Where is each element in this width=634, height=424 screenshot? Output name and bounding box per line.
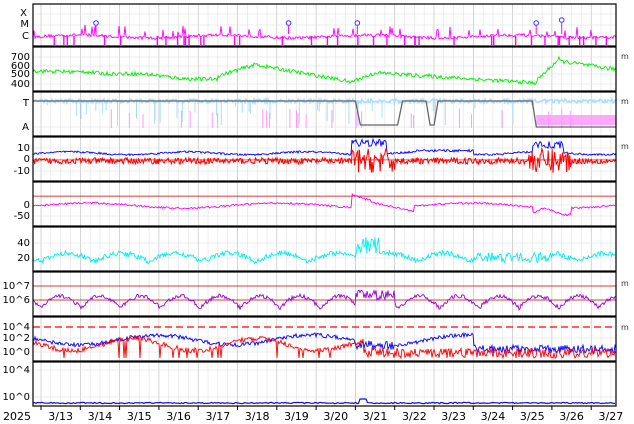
x-date-label-3-21: 3/21 [363,410,388,423]
x-date-label-3-13: 3/13 [48,410,73,423]
polarity-tick-A: A [22,122,29,133]
x-date-label-3-23: 3/23 [441,410,466,423]
density-tick-20: 20 [17,253,30,264]
xray-flux-line [32,24,617,41]
x-date-label-3-27: 3/27 [598,410,623,423]
solar-wind-speed-line [32,55,617,86]
speed-tick-700: 700 [11,52,30,63]
hep-tick-1e4: 10^4 [3,365,30,376]
imf-tick-0: 0 [24,154,30,165]
dst-tick-minus50: -50 [14,211,30,222]
flare-event-marker [93,20,99,26]
polarity-model-line [33,100,616,128]
x-year-label: 2025 [3,410,31,423]
right-marker-proton: m [621,323,629,332]
panel-frame-8 [32,361,617,407]
x-axis: 2025 3/13 3/14 3/15 3/16 3/17 3/18 3/19 3/20 3/2… [3,410,623,423]
electron-tick-1e7: 10^7 [3,281,30,292]
right-marker-speed: m [621,52,629,61]
electron-flux-line [32,289,617,311]
x-date-label-3-24: 3/24 [481,410,506,423]
panel-frame-4 [32,181,617,227]
x-date-label-3-15: 3/15 [127,410,152,423]
polarity-away-band [536,115,616,125]
right-markers: m m m m m [621,52,629,332]
proton-density-line [32,237,616,265]
xray-tick-C: C [22,31,29,42]
electron-tick-1e6: 10^6 [3,295,30,306]
proton-tick-1e2: 10^2 [3,333,30,344]
speed-tick-600: 600 [11,61,30,72]
flare-event-marker [285,20,292,26]
imf-tick-minus10: -10 [14,166,30,177]
panel-frame-1 [32,46,617,92]
x-date-label-3-14: 3/14 [88,410,113,423]
panel-frame-6 [32,271,617,317]
dst-tick-0: 0 [24,200,30,211]
panel-frame-2 [32,91,617,137]
x-date-label-3-18: 3/18 [245,410,270,423]
y-tick-labels: X M C 700 600 500 400 T A 10 0 -10 0 -50… [3,8,30,403]
frame-layer [32,3,617,410]
x-date-label-3-22: 3/22 [402,410,427,423]
imf-bt-line [32,137,617,157]
imf-bz-line [32,146,616,173]
x-date-label-3-20: 3/20 [323,410,348,423]
xray-tick-M: M [20,19,29,30]
flare-event-marker [354,20,361,26]
xray-tick-X: X [20,8,27,19]
hep-flux-line [32,398,615,405]
x-date-label-3-26: 3/26 [559,410,584,423]
speed-tick-400: 400 [11,79,30,90]
hep-tick-1e0: 10^0 [3,392,30,403]
right-marker-imf: m [621,142,629,151]
flare-event-marker [558,17,565,23]
x-date-label-3-19: 3/19 [284,410,309,423]
right-marker-polarity: m [621,97,629,106]
right-marker-electron: m [621,279,629,288]
density-tick-40: 40 [17,238,30,249]
x-date-label-3-17: 3/17 [205,410,230,423]
grid-layer [33,4,616,406]
imf-tick-10: 10 [17,143,30,154]
polarity-tick-T: T [22,98,30,109]
flare-event-marker [533,20,539,26]
x-date-labels: 3/13 3/14 3/15 3/16 3/17 3/18 3/19 3/20 3/21 3/22… [48,410,623,423]
proton-flux-red-line [32,334,617,360]
x-date-label-3-25: 3/25 [520,410,545,423]
panel-frame-5 [32,226,617,272]
proton-tick-1e4: 10^4 [3,322,30,333]
proton-tick-1e0: 10^0 [3,347,30,358]
speed-tick-500: 500 [11,69,30,80]
dst-line [32,192,616,217]
x-date-label-3-16: 3/16 [166,410,191,423]
data-layer [32,17,617,405]
